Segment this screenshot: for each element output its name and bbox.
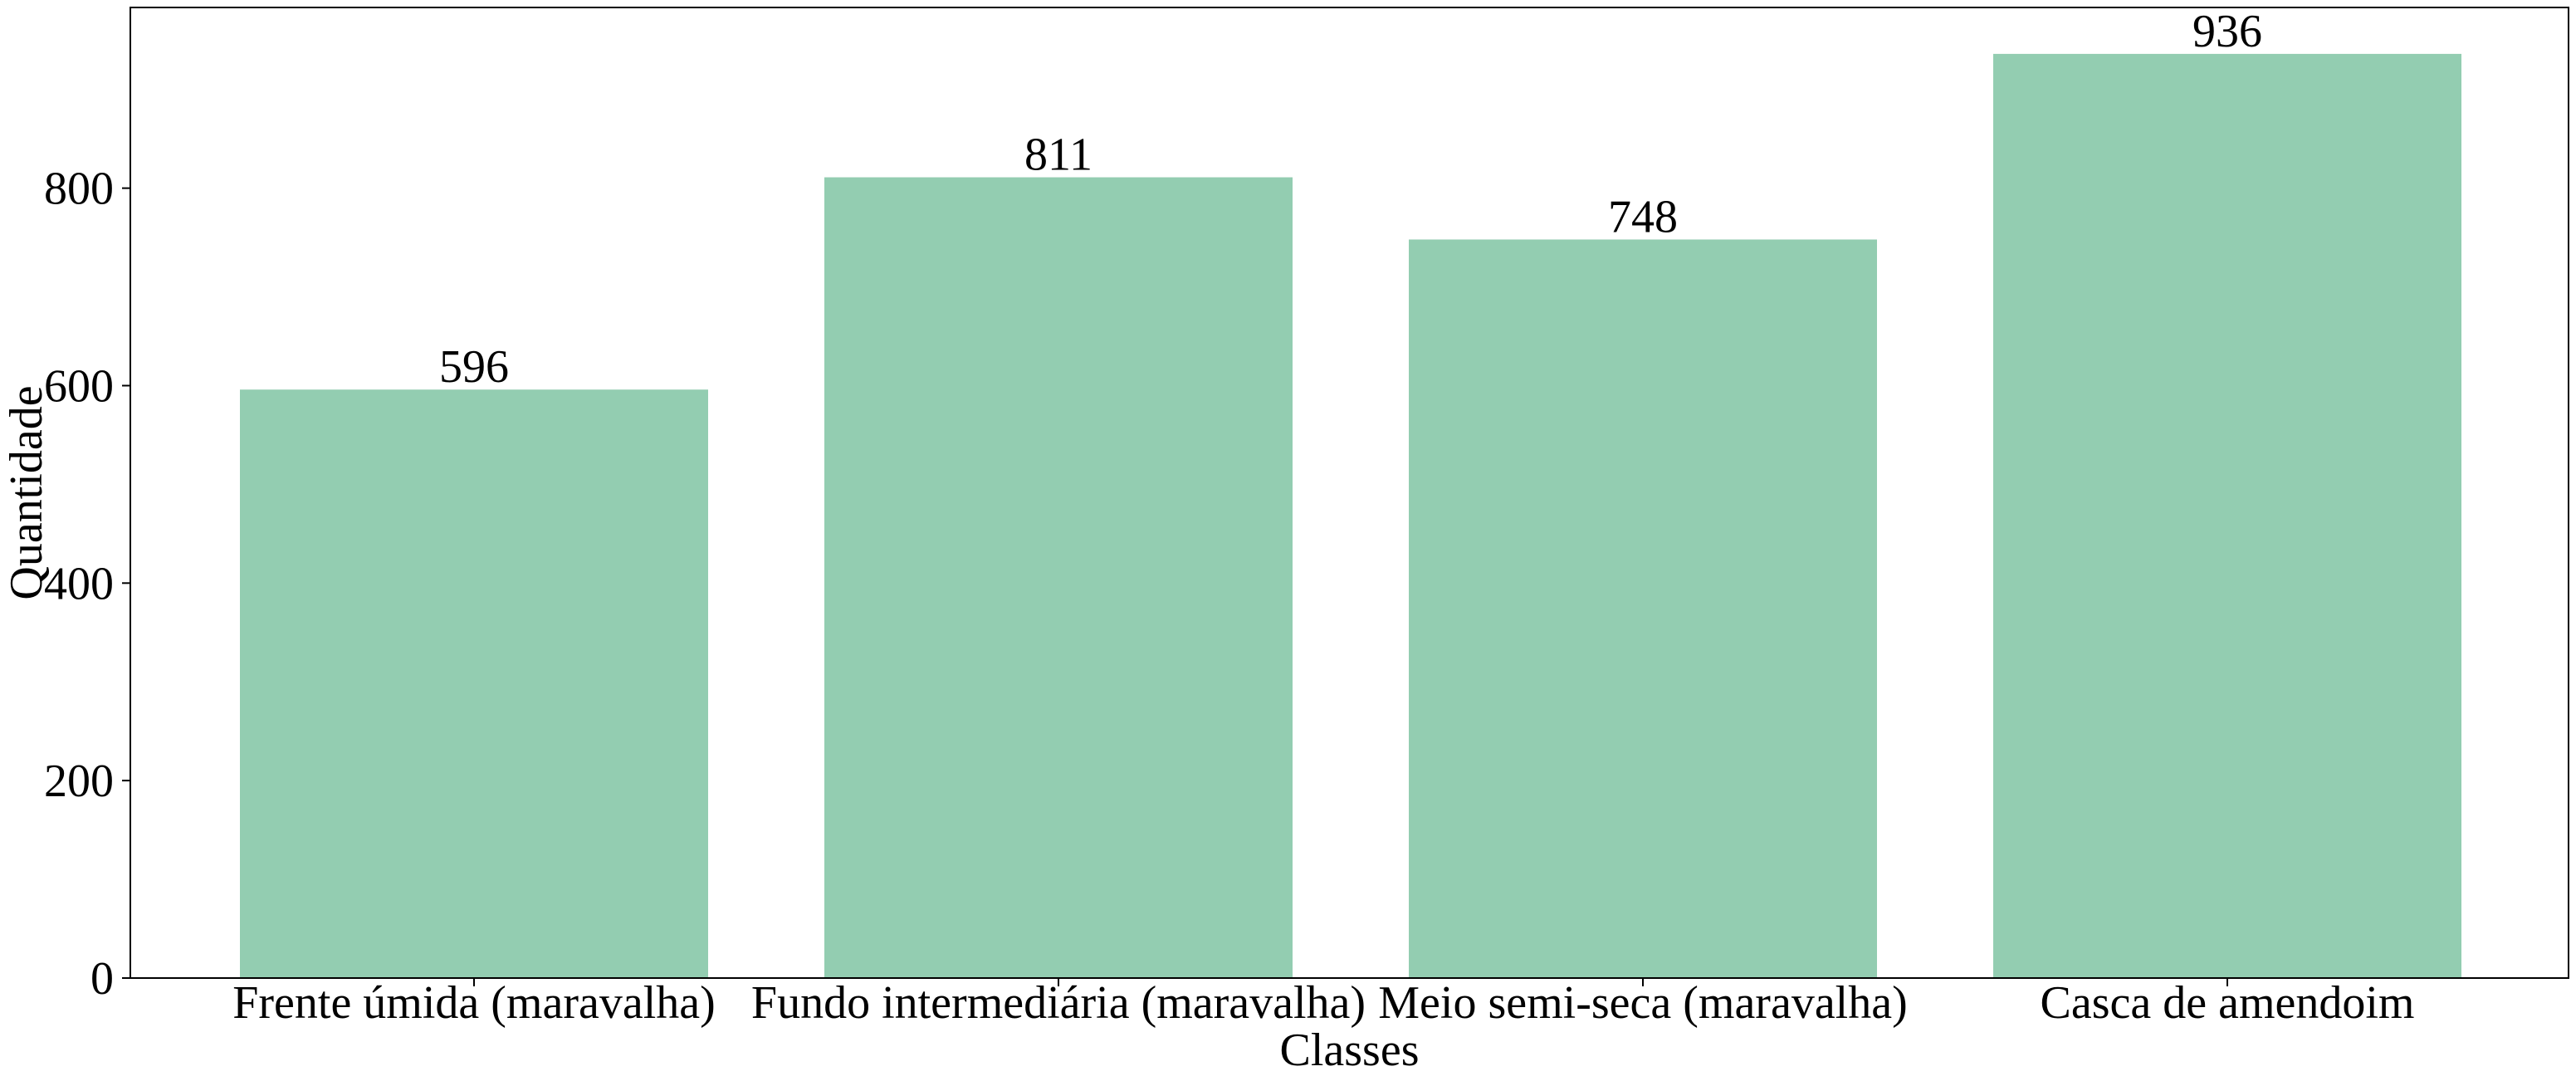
x-axis-ticks: Frente úmida (maravalha) Fundo intermediá…	[232, 977, 2414, 1029]
y-axis-ticks: 0 200 400 600 800	[44, 164, 130, 1005]
x-tick-label-3: Meio semi-seca (maravalha)	[1378, 977, 1907, 1029]
y-tick-label-0: 0	[90, 953, 114, 1005]
bar-3	[1409, 239, 1877, 978]
bar-2	[824, 177, 1293, 978]
y-tick-label-600: 600	[44, 360, 114, 412]
data-label-1: 596	[439, 341, 509, 393]
bar-4	[1993, 53, 2461, 978]
plot-frame	[130, 7, 2569, 979]
x-axis-title: Classes	[1280, 1025, 1420, 1076]
data-label-3: 748	[1608, 191, 1678, 242]
data-label-2: 811	[1024, 130, 1092, 181]
data-label-4: 936	[2192, 6, 2262, 57]
x-tick-label-1: Frente úmida (maravalha)	[232, 977, 716, 1029]
y-tick-label-400: 400	[44, 558, 114, 609]
x-tick-label-2: Fundo intermediária (maravalha)	[751, 977, 1366, 1029]
x-tick-label-4: Casca de amendoim	[2041, 977, 2415, 1029]
y-tick-label-800: 800	[44, 164, 114, 215]
y-tick-label-200: 200	[44, 756, 114, 807]
y-axis-title: Quantidade	[1, 385, 52, 599]
data-labels-layer: 596 811 748 936	[439, 6, 2262, 393]
bars-layer	[240, 53, 2461, 978]
bar-1	[240, 389, 708, 978]
